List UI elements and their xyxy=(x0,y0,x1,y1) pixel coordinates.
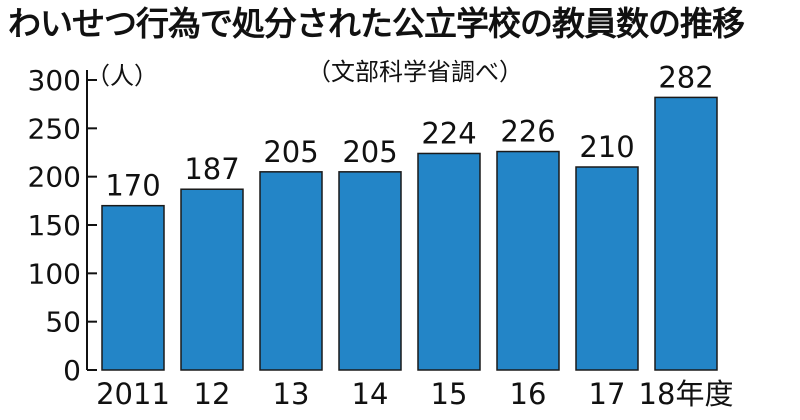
bar xyxy=(101,204,165,371)
data-label: 224 xyxy=(421,116,476,150)
data-label: 210 xyxy=(579,130,634,164)
data-label: 205 xyxy=(263,135,318,169)
x-tick-label: 12 xyxy=(194,377,231,411)
bars xyxy=(101,96,718,371)
bar xyxy=(180,188,244,371)
x-tick-label: 16 xyxy=(510,377,547,411)
bar xyxy=(654,96,718,371)
data-label: 226 xyxy=(500,115,555,149)
y-tick-label: 50 xyxy=(45,306,81,339)
y-tick-label: 200 xyxy=(28,161,81,194)
x-tick-label: 18年度 xyxy=(639,377,734,411)
y-tick-label: 250 xyxy=(28,112,81,145)
bar xyxy=(575,166,639,371)
bar xyxy=(417,152,481,371)
x-tick-label: 14 xyxy=(352,377,389,411)
x-axis-labels: 2011 12 13 14 15 16 17 18年度 xyxy=(96,377,733,411)
chart-subtitle: （文部科学省調べ） xyxy=(307,58,523,86)
y-axis: 0 50 100 150 200 250 300 xyxy=(28,64,97,387)
bar xyxy=(259,171,323,371)
x-tick-label: 15 xyxy=(431,377,468,411)
data-label: 187 xyxy=(184,152,239,186)
y-tick-label: 150 xyxy=(28,209,81,242)
x-tick-label: 17 xyxy=(589,377,626,411)
data-label: 170 xyxy=(105,169,160,203)
data-label: 205 xyxy=(342,135,397,169)
bar xyxy=(338,171,402,371)
chart-title: わいせつ行為で処分された公立学校の教員数の推移 xyxy=(8,4,745,43)
y-tick-label: 300 xyxy=(28,64,81,97)
x-tick-label: 13 xyxy=(273,377,310,411)
x-tick-label: 2011 xyxy=(96,377,170,411)
y-tick-label: 0 xyxy=(63,354,81,387)
y-tick-label: 100 xyxy=(28,257,81,290)
y-axis-unit-label: （人） xyxy=(86,62,158,90)
data-labels: 170 187 205 205 224 226 210 282 xyxy=(105,60,713,202)
bar xyxy=(496,150,560,371)
data-label: 282 xyxy=(658,60,713,94)
